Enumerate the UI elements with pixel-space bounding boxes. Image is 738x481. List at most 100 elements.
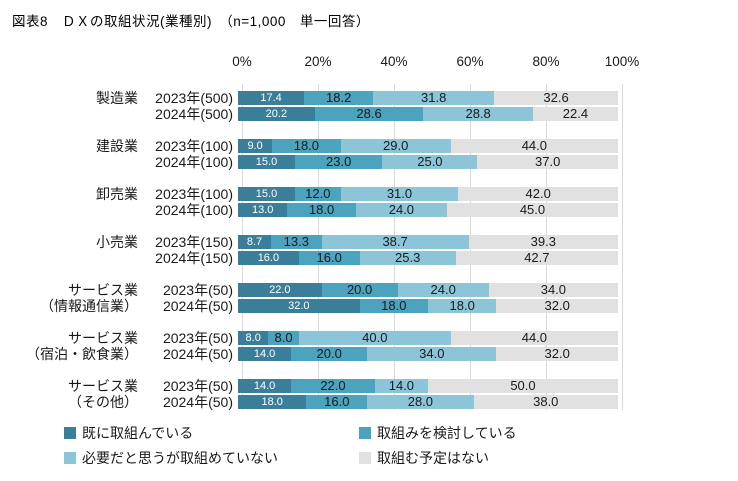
stacked-bar: 9.0 18.0 29.0 44.0 bbox=[238, 139, 618, 153]
stacked-bar: 32.0 18.0 18.0 32.0 bbox=[238, 299, 618, 313]
segment-value: 32.0 bbox=[544, 347, 570, 361]
bar-group: 建設業 2023年(100) 9.0 18.0 29.0 44.0 2024年(100) 15… bbox=[12, 138, 738, 170]
group-label-line: 建設業 bbox=[96, 138, 138, 154]
bar-row: 2024年(100) 15.0 23.0 25.0 37.0 bbox=[138, 154, 618, 170]
bar-segment: 14.0 bbox=[238, 379, 292, 393]
bar-segment: 18.0 bbox=[272, 139, 341, 153]
bar-segment: 31.8 bbox=[373, 91, 495, 105]
group-label-line: 製造業 bbox=[96, 90, 138, 106]
bar-row: 2023年(100) 9.0 18.0 29.0 44.0 bbox=[138, 138, 618, 154]
group-label-line: （情報通信業） bbox=[40, 298, 138, 314]
segment-value: 18.0 bbox=[381, 299, 407, 313]
segment-value: 22.4 bbox=[562, 107, 589, 121]
bar-group: サービス業 （情報通信業） 2023年(50) 22.0 20.0 24.0 34.0 202… bbox=[12, 282, 738, 314]
bar-group: 卸売業 2023年(100) 15.0 12.0 31.0 42.0 2024年(100) 1… bbox=[12, 186, 738, 218]
bar-segment: 14.0 bbox=[238, 347, 292, 361]
segment-value: 14.0 bbox=[253, 348, 276, 360]
year-label: 2023年(50) bbox=[162, 378, 233, 394]
group-label: 小売業 bbox=[12, 234, 138, 266]
segment-value: 12.0 bbox=[305, 187, 331, 201]
segment-value: 42.0 bbox=[525, 187, 551, 201]
stacked-bar: 8.0 8.0 40.0 44.0 bbox=[238, 331, 618, 345]
bar-segment: 15.0 bbox=[238, 187, 295, 201]
bar-segment: 18.2 bbox=[304, 91, 374, 105]
bar-row: 2024年(500) 20.2 28.6 28.8 22.4 bbox=[138, 106, 618, 122]
bar-segment: 13.3 bbox=[271, 235, 322, 249]
bar-row: 2023年(50) 8.0 8.0 40.0 44.0 bbox=[138, 330, 618, 346]
bar-segment: 29.0 bbox=[340, 139, 451, 153]
bar-segment: 24.0 bbox=[355, 203, 447, 217]
legend-swatch bbox=[359, 452, 371, 464]
bar-segment: 44.0 bbox=[450, 331, 618, 345]
bar-segment: 25.3 bbox=[359, 251, 456, 265]
stacked-bar: 15.0 12.0 31.0 42.0 bbox=[238, 187, 618, 201]
stacked-bar: 17.4 18.2 31.8 32.6 bbox=[238, 91, 618, 105]
axis-tick: 80% bbox=[532, 54, 560, 69]
group-label-line: （その他） bbox=[68, 394, 138, 410]
segment-value: 20.0 bbox=[316, 347, 342, 361]
segment-value: 16.0 bbox=[316, 251, 342, 265]
bar-segment: 22.0 bbox=[291, 379, 375, 393]
group-rows: 2023年(100) 15.0 12.0 31.0 42.0 2024年(100) 13.0… bbox=[138, 186, 618, 218]
segment-value: 25.3 bbox=[395, 251, 421, 265]
legend-item: 既に取組んでいる bbox=[64, 423, 359, 443]
segment-value: 38.0 bbox=[533, 395, 559, 409]
segment-value: 38.7 bbox=[382, 235, 408, 249]
bar-row: 2024年(150) 16.0 16.0 25.3 42.7 bbox=[138, 250, 618, 266]
year-label: 2023年(100) bbox=[155, 186, 233, 202]
bar-group: サービス業 （宿泊・飲食業） 2023年(50) 8.0 8.0 40.0 44.0 2024… bbox=[12, 330, 738, 362]
bar-segment: 38.0 bbox=[473, 395, 618, 409]
segment-value: 16.0 bbox=[324, 395, 350, 409]
plot-area: 製造業 2023年(500) 17.4 18.2 31.8 32.6 2024年(500) 2… bbox=[12, 84, 738, 410]
bar-segment: 9.0 bbox=[238, 139, 273, 153]
segment-value: 18.0 bbox=[449, 299, 475, 313]
group-label-line: サービス業 bbox=[68, 282, 138, 298]
bar-segment: 44.0 bbox=[450, 139, 618, 153]
bar-group: 製造業 2023年(500) 17.4 18.2 31.8 32.6 2024年(500) 2… bbox=[12, 90, 738, 122]
year-label: 2024年(500) bbox=[155, 106, 233, 122]
legend-swatch bbox=[64, 427, 76, 439]
bar-segment: 16.0 bbox=[298, 251, 360, 265]
segment-value: 39.3 bbox=[530, 235, 556, 249]
segment-value: 28.6 bbox=[356, 107, 382, 121]
bar-segment: 50.0 bbox=[427, 379, 618, 393]
segment-value: 18.2 bbox=[326, 91, 352, 105]
bar-segment: 28.8 bbox=[423, 107, 533, 121]
legend-swatch bbox=[359, 427, 371, 439]
bar-segment: 20.2 bbox=[238, 107, 315, 121]
group-label-line bbox=[12, 202, 138, 218]
segment-value: 28.8 bbox=[465, 107, 491, 121]
stacked-bar: 22.0 20.0 24.0 34.0 bbox=[238, 283, 618, 297]
group-label-line bbox=[12, 250, 138, 266]
group-label-line bbox=[12, 154, 138, 170]
axis-tick: 60% bbox=[456, 54, 484, 69]
bar-segment: 14.0 bbox=[374, 379, 428, 393]
bar-segment: 39.3 bbox=[468, 235, 618, 249]
group-label: サービス業 （情報通信業） bbox=[12, 282, 138, 314]
segment-value: 14.0 bbox=[253, 380, 276, 392]
segment-value: 32.0 bbox=[288, 300, 310, 312]
year-label: 2023年(500) bbox=[155, 90, 233, 106]
segment-value: 34.0 bbox=[419, 347, 445, 361]
segment-value: 20.2 bbox=[265, 108, 288, 120]
group-label-line: 小売業 bbox=[96, 234, 138, 250]
segment-value: 8.0 bbox=[274, 331, 293, 345]
bar-segment: 34.0 bbox=[367, 347, 497, 361]
year-label: 2023年(50) bbox=[162, 330, 233, 346]
segment-value: 18.0 bbox=[293, 139, 320, 153]
bar-segment: 15.0 bbox=[238, 155, 295, 169]
stacked-bar: 14.0 22.0 14.0 50.0 bbox=[238, 379, 618, 393]
bar-segment: 37.0 bbox=[477, 155, 618, 169]
year-label: 2024年(150) bbox=[155, 250, 233, 266]
bar-segment: 8.7 bbox=[238, 235, 272, 249]
segment-value: 32.6 bbox=[543, 91, 569, 105]
segment-value: 32.0 bbox=[544, 299, 570, 313]
segment-value: 31.8 bbox=[421, 91, 447, 105]
year-label: 2024年(50) bbox=[162, 346, 233, 362]
stacked-bar: 18.0 16.0 28.0 38.0 bbox=[238, 395, 618, 409]
group-rows: 2023年(50) 22.0 20.0 24.0 34.0 2024年(50) 32.0 18… bbox=[138, 282, 618, 314]
bar-segment: 8.0 bbox=[238, 331, 269, 345]
bar-segment: 31.0 bbox=[340, 187, 459, 201]
group-rows: 2023年(500) 17.4 18.2 31.8 32.6 2024年(500) 20.2… bbox=[138, 90, 618, 122]
segment-value: 18.0 bbox=[308, 203, 335, 217]
